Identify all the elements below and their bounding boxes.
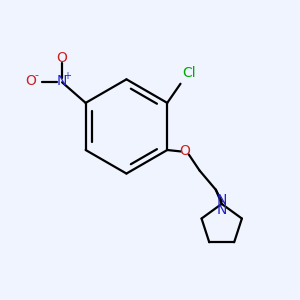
Text: O: O: [57, 51, 68, 65]
Text: N: N: [217, 193, 227, 207]
Text: -: -: [34, 70, 38, 80]
Text: O: O: [179, 145, 190, 158]
Text: +: +: [63, 71, 71, 81]
Text: O: O: [26, 74, 37, 88]
Text: N: N: [217, 203, 227, 217]
Text: Cl: Cl: [182, 66, 196, 80]
Text: N: N: [57, 74, 67, 88]
